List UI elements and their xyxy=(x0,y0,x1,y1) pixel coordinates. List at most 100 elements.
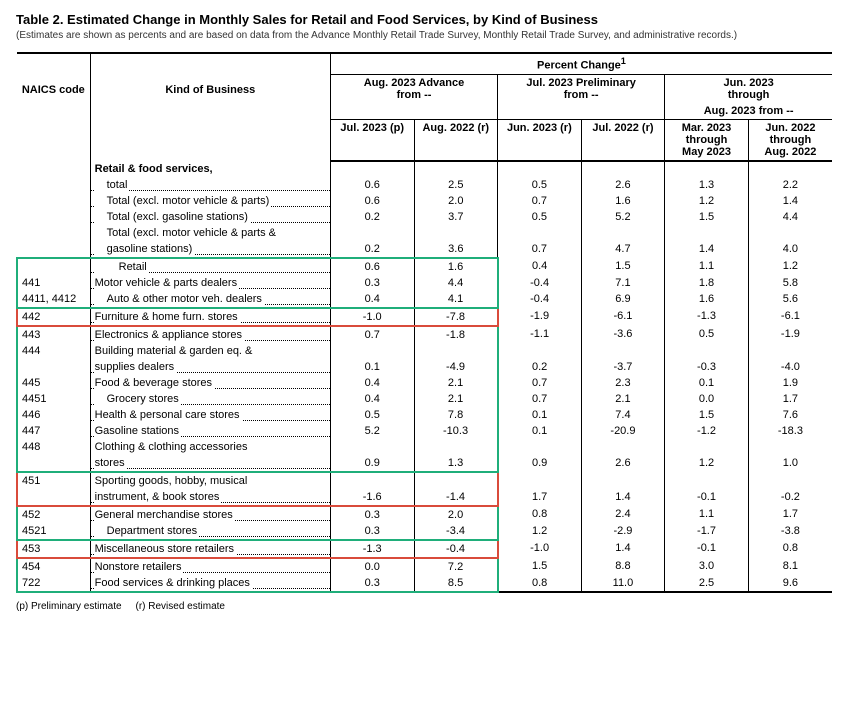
naics-cell: 446 xyxy=(17,407,90,423)
value-cell: 8.8 xyxy=(581,558,665,575)
value-cell: 1.2 xyxy=(748,258,832,275)
value-cell: 0.6 xyxy=(330,177,414,193)
value-cell: 1.9 xyxy=(748,375,832,391)
value-cell: 0.1 xyxy=(665,375,749,391)
value-cell: -0.4 xyxy=(414,540,498,558)
value-cell: 2.4 xyxy=(581,506,665,523)
hdr-c2: Aug. 2022 (r) xyxy=(414,119,498,161)
kind-cell: Department stores xyxy=(90,523,330,540)
hdr-percent-change: Percent Change1 xyxy=(330,53,832,74)
kind-cell: Total (excl. gasoline stations) xyxy=(90,209,330,225)
table-row: 448Clothing & clothing accessories xyxy=(17,439,832,455)
value-cell xyxy=(581,472,665,489)
hdr-group1: Aug. 2023 Advancefrom -- xyxy=(330,74,497,119)
naics-cell: 4451 xyxy=(17,391,90,407)
hdr-c5: Mar. 2023throughMay 2023 xyxy=(665,119,749,161)
kind-cell: Auto & other motor veh. dealers xyxy=(90,291,330,308)
naics-cell: 441 xyxy=(17,275,90,291)
value-cell xyxy=(748,472,832,489)
value-cell xyxy=(330,225,414,241)
value-cell: 0.7 xyxy=(498,391,582,407)
value-cell: 1.1 xyxy=(665,258,749,275)
table-row: Retail0.61.60.41.51.11.2 xyxy=(17,258,832,275)
value-cell xyxy=(498,439,582,455)
value-cell: -3.8 xyxy=(748,523,832,540)
value-cell: -0.1 xyxy=(665,489,749,506)
value-cell: -1.6 xyxy=(330,489,414,506)
value-cell: 0.5 xyxy=(498,177,582,193)
naics-cell: 447 xyxy=(17,423,90,439)
value-cell: 1.4 xyxy=(581,489,665,506)
table-row: total0.62.50.52.61.32.2 xyxy=(17,177,832,193)
table-row: Total (excl. motor vehicle & parts & xyxy=(17,225,832,241)
kind-cell: Furniture & home furn. stores xyxy=(90,308,330,326)
value-cell: 2.2 xyxy=(748,177,832,193)
hdr-c3: Jun. 2023 (r) xyxy=(498,119,582,161)
kind-cell: Gasoline stations xyxy=(90,423,330,439)
value-cell: 9.6 xyxy=(748,575,832,592)
value-cell: -0.1 xyxy=(665,540,749,558)
value-cell: 2.1 xyxy=(581,391,665,407)
value-cell: 1.5 xyxy=(581,258,665,275)
kind-cell: Total (excl. motor vehicle & parts) xyxy=(90,193,330,209)
value-cell xyxy=(748,439,832,455)
naics-cell xyxy=(17,161,90,177)
value-cell: 0.2 xyxy=(330,241,414,258)
hdr-naics: NAICS code xyxy=(17,53,90,161)
value-cell: 0.9 xyxy=(330,455,414,472)
table-row: gasoline stations)0.23.60.74.71.44.0 xyxy=(17,241,832,258)
value-cell: 3.7 xyxy=(414,209,498,225)
value-cell: 0.1 xyxy=(330,359,414,375)
value-cell: 1.1 xyxy=(665,506,749,523)
value-cell: 3.6 xyxy=(414,241,498,258)
naics-cell: 454 xyxy=(17,558,90,575)
value-cell: 0.6 xyxy=(330,193,414,209)
value-cell xyxy=(581,343,665,359)
naics-cell: 442 xyxy=(17,308,90,326)
value-cell: -0.4 xyxy=(498,275,582,291)
table-row: 447Gasoline stations5.2-10.30.1-20.9-1.2… xyxy=(17,423,832,439)
naics-cell: 445 xyxy=(17,375,90,391)
naics-cell xyxy=(17,489,90,506)
naics-cell: 451 xyxy=(17,472,90,489)
value-cell: 1.3 xyxy=(414,455,498,472)
value-cell: 5.2 xyxy=(581,209,665,225)
kind-cell: total xyxy=(90,177,330,193)
value-cell xyxy=(498,472,582,489)
value-cell: 2.5 xyxy=(665,575,749,592)
value-cell: -6.1 xyxy=(748,308,832,326)
value-cell: -3.7 xyxy=(581,359,665,375)
kind-cell: Retail xyxy=(90,258,330,275)
kind-cell: Miscellaneous store retailers xyxy=(90,540,330,558)
value-cell: 7.4 xyxy=(581,407,665,423)
naics-cell xyxy=(17,359,90,375)
value-cell: 0.5 xyxy=(665,326,749,343)
naics-cell: 448 xyxy=(17,439,90,455)
value-cell: 8.1 xyxy=(748,558,832,575)
value-cell: 1.2 xyxy=(498,523,582,540)
value-cell xyxy=(498,225,582,241)
value-cell: 1.7 xyxy=(498,489,582,506)
value-cell: 0.1 xyxy=(498,407,582,423)
value-cell: 0.8 xyxy=(748,540,832,558)
table-subtitle: (Estimates are shown as percents and are… xyxy=(16,29,832,42)
value-cell: 1.5 xyxy=(498,558,582,575)
naics-cell: 452 xyxy=(17,506,90,523)
value-cell: 1.4 xyxy=(748,193,832,209)
value-cell: -1.9 xyxy=(498,308,582,326)
value-cell: 1.8 xyxy=(665,275,749,291)
value-cell: 0.2 xyxy=(498,359,582,375)
table-row: 454Nonstore retailers0.07.21.58.83.08.1 xyxy=(17,558,832,575)
value-cell: -7.8 xyxy=(414,308,498,326)
hdr-group2: Jul. 2023 Preliminaryfrom -- xyxy=(498,74,665,119)
kind-cell: General merchandise stores xyxy=(90,506,330,523)
table-row: 722Food services & drinking places0.38.5… xyxy=(17,575,832,592)
naics-cell xyxy=(17,241,90,258)
hdr-group3-sub: Aug. 2023 from -- xyxy=(665,103,832,120)
kind-cell: Sporting goods, hobby, musical xyxy=(90,472,330,489)
value-cell: 0.5 xyxy=(330,407,414,423)
value-cell: -10.3 xyxy=(414,423,498,439)
hdr-c1: Jul. 2023 (p) xyxy=(330,119,414,161)
naics-cell xyxy=(17,258,90,275)
value-cell xyxy=(330,439,414,455)
